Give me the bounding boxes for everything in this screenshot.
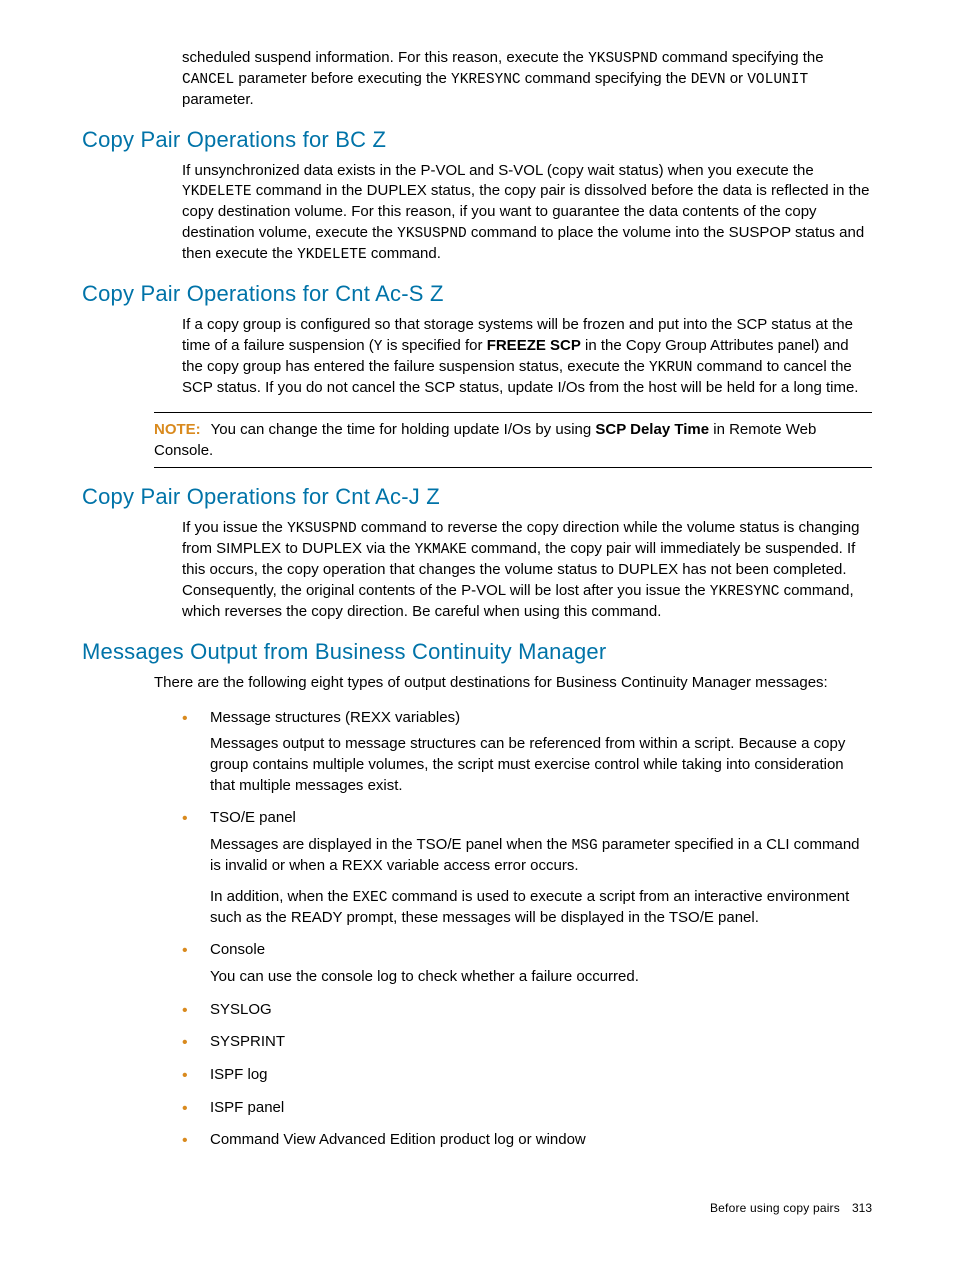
list-item-paragraph: You can use the console log to check whe… [210, 967, 872, 988]
list-item-paragraph: In addition, when the EXEC command is us… [210, 887, 872, 929]
list-item: SYSLOG [182, 1000, 872, 1021]
note-body: You can change the time for holding upda… [154, 421, 816, 459]
note-text: NOTE:You can change the time for holding… [154, 419, 872, 461]
list-item: Console You can use the console log to ch… [182, 940, 872, 987]
bcz-paragraph: If unsynchronized data exists in the P-V… [82, 161, 872, 265]
list-item: Message structures (REXX variables) Messa… [182, 708, 872, 797]
acsz-paragraph: If a copy group is configured so that st… [82, 315, 872, 398]
list-item: ISPF panel [182, 1098, 872, 1119]
list-item-title: TSO/E panel [210, 808, 872, 829]
list-item-title: ISPF log [210, 1065, 872, 1086]
list-item: Command View Advanced Edition product lo… [182, 1130, 872, 1151]
intro-paragraph: scheduled suspend information. For this … [82, 48, 872, 111]
list-item-title: Console [210, 940, 872, 961]
list-item-title: SYSLOG [210, 1000, 872, 1021]
footer: Before using copy pairs 313 [82, 1201, 872, 1215]
heading-messages: Messages Output from Business Continuity… [82, 639, 872, 665]
list-item-paragraph: Messages are displayed in the TSO/E pane… [210, 835, 872, 877]
note-block: NOTE:You can change the time for holding… [154, 412, 872, 468]
list-item: SYSPRINT [182, 1032, 872, 1053]
list-item-title: Command View Advanced Edition product lo… [210, 1130, 872, 1151]
list-item-paragraph: Messages output to message structures ca… [210, 734, 872, 796]
messages-list: Message structures (REXX variables) Messa… [82, 708, 872, 1152]
list-item-title: Message structures (REXX variables) [210, 708, 872, 729]
footer-page-number: 313 [852, 1201, 872, 1215]
messages-intro: There are the following eight types of o… [82, 673, 872, 694]
heading-bcz: Copy Pair Operations for BC Z [82, 127, 872, 153]
list-item: ISPF log [182, 1065, 872, 1086]
acjz-paragraph: If you issue the YKSUSPND command to rev… [82, 518, 872, 622]
footer-label: Before using copy pairs [710, 1201, 840, 1215]
heading-acsz: Copy Pair Operations for Cnt Ac-S Z [82, 281, 872, 307]
heading-acjz: Copy Pair Operations for Cnt Ac-J Z [82, 484, 872, 510]
page: scheduled suspend information. For this … [0, 0, 954, 1255]
list-item-title: SYSPRINT [210, 1032, 872, 1053]
list-item-title: ISPF panel [210, 1098, 872, 1119]
note-label: NOTE: [154, 421, 201, 438]
list-item: TSO/E panel Messages are displayed in the… [182, 808, 872, 928]
